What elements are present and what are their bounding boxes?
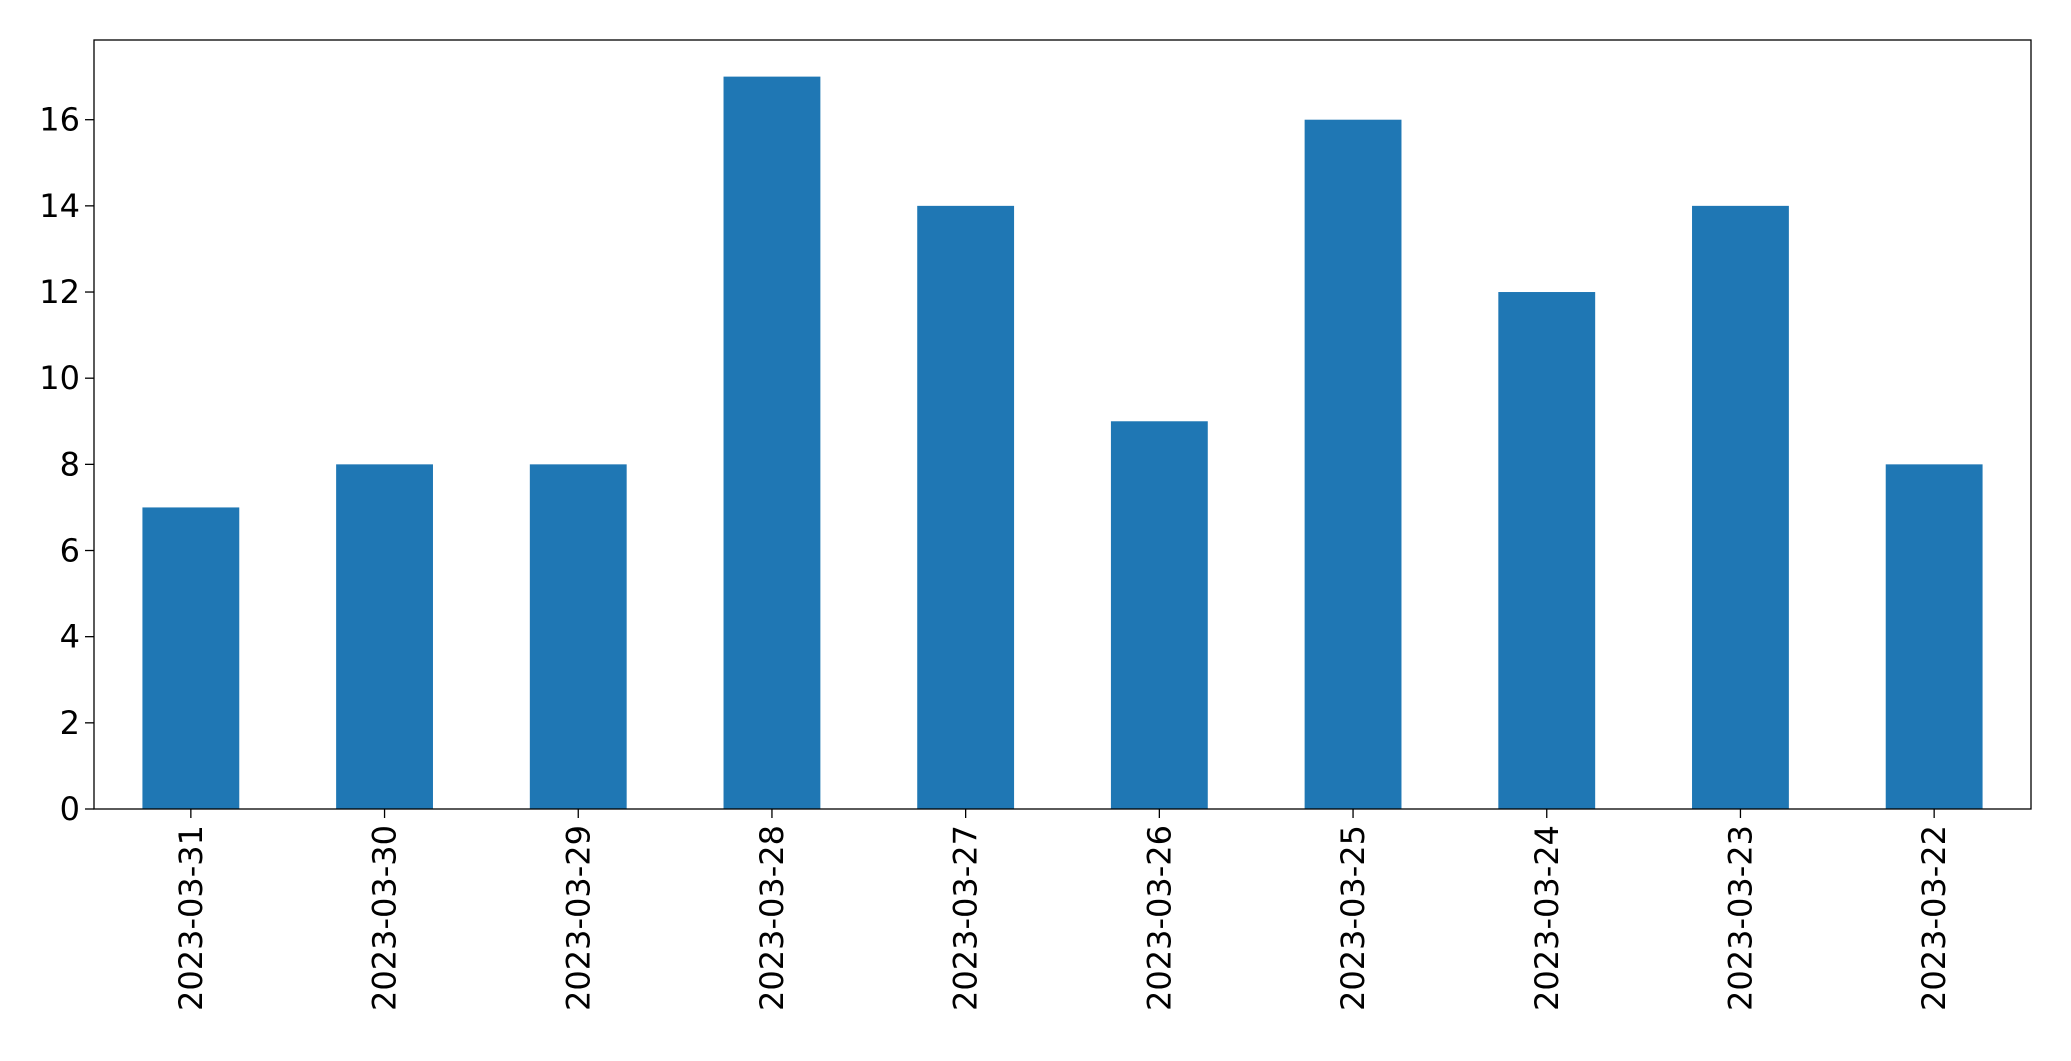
y-tick-label: 6 (60, 532, 80, 570)
bar (917, 205, 1015, 810)
x-tick-label: 2023-03-26 (1140, 825, 1178, 1011)
bar (1304, 119, 1402, 810)
x-tick-label: 2023-03-29 (559, 825, 597, 1011)
bar (142, 507, 240, 809)
x-tick-label: 2023-03-30 (366, 825, 404, 1011)
plot-frame (93, 39, 2032, 810)
bar (723, 76, 821, 810)
x-tick-label: 2023-03-23 (1721, 825, 1759, 1011)
y-tick-label: 4 (60, 618, 80, 656)
x-tick-label: 2023-03-25 (1334, 825, 1372, 1011)
y-tick-label: 2 (60, 704, 80, 742)
bar (336, 464, 433, 809)
x-tick-label: 2023-03-31 (172, 825, 210, 1011)
x-tick-label: 2023-03-27 (947, 825, 985, 1011)
y-tick-label: 14 (39, 187, 80, 225)
x-tick-label: 2023-03-28 (753, 825, 791, 1011)
x-tick-label: 2023-03-24 (1528, 825, 1566, 1011)
y-tick-label: 16 (39, 101, 80, 139)
bar (1110, 421, 1208, 809)
bar (529, 464, 627, 809)
bar (1885, 464, 1983, 809)
y-tick-label: 0 (60, 790, 80, 828)
bar (1498, 292, 1596, 809)
y-tick-label: 10 (39, 359, 80, 397)
bar (1692, 205, 1789, 810)
y-tick-label: 12 (39, 273, 80, 311)
x-tick-label: 2023-03-22 (1915, 825, 1953, 1011)
y-tick-label: 8 (60, 445, 80, 483)
